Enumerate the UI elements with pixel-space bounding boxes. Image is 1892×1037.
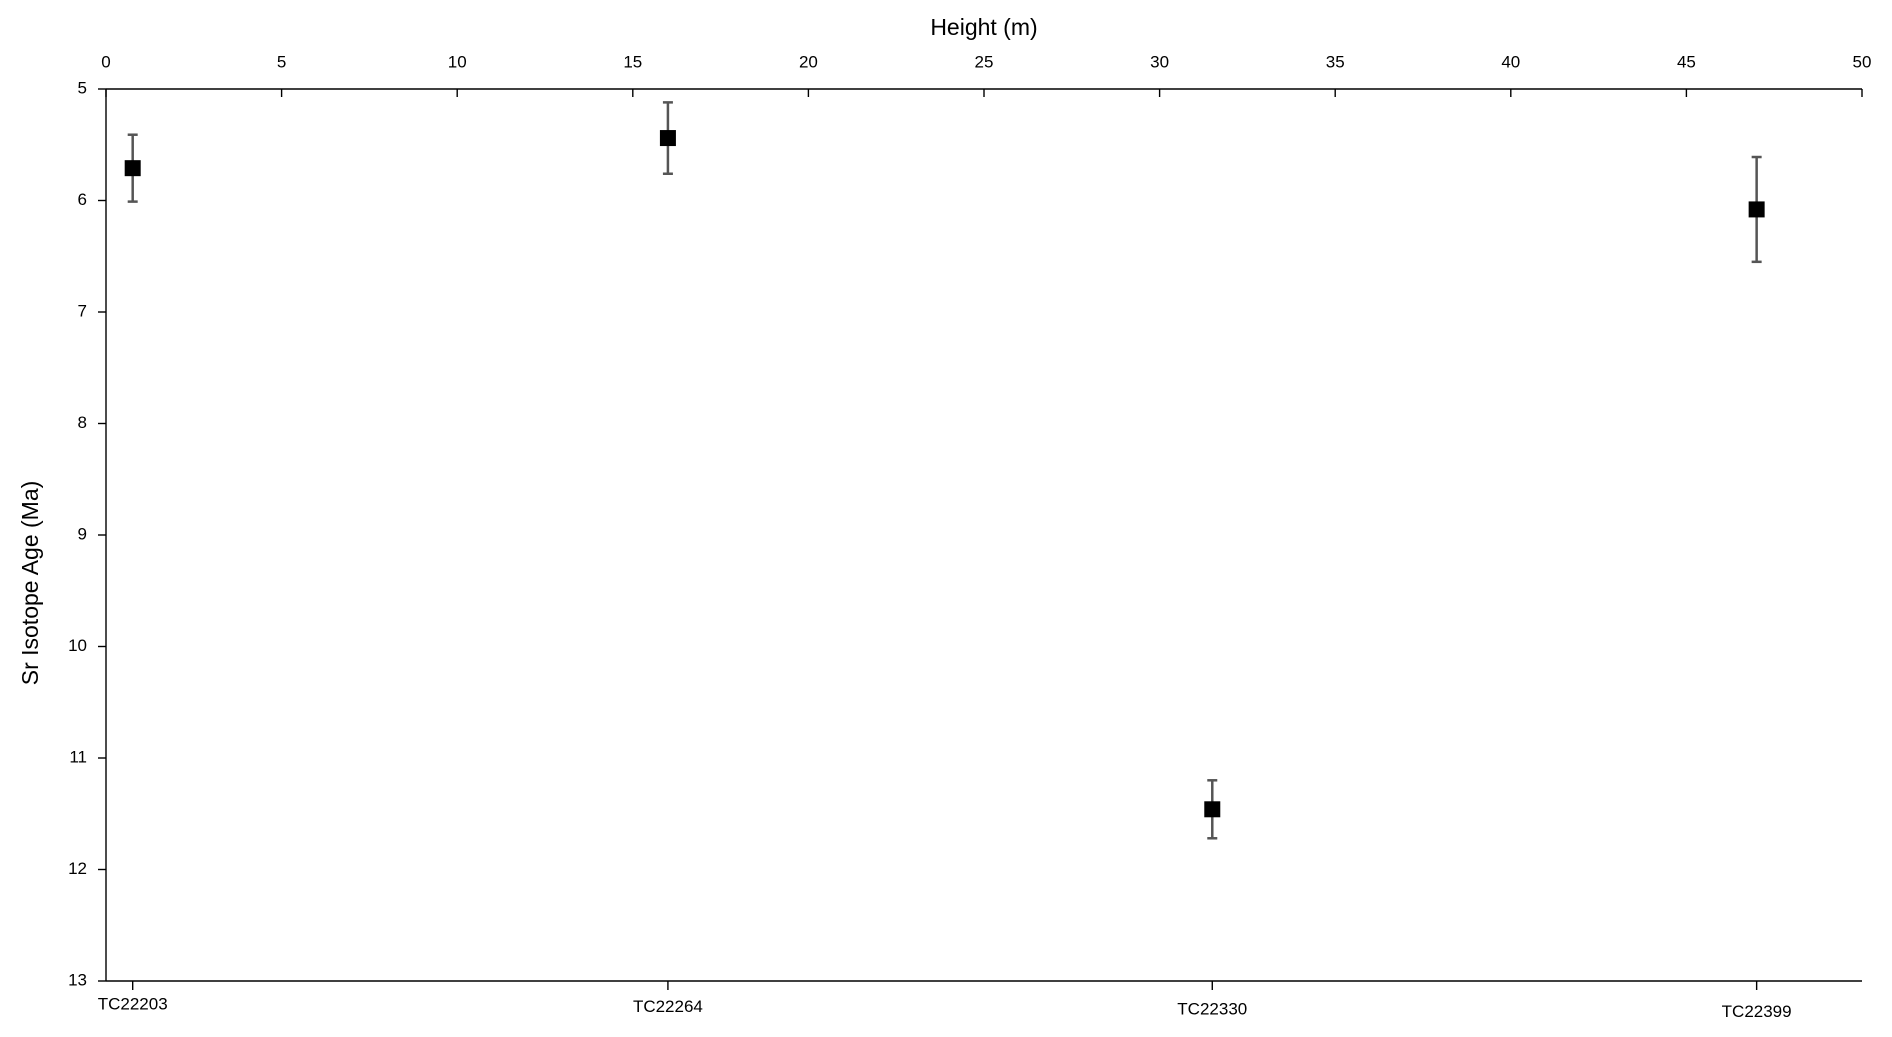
x-tick-label: 20: [799, 52, 818, 71]
y-tick-label: 5: [78, 78, 87, 97]
sample-label: TC22264: [633, 997, 703, 1016]
y-tick-label: 7: [78, 301, 87, 320]
point: [124, 160, 141, 177]
sample-label: TC22203: [98, 994, 168, 1013]
y-tick-label: 8: [78, 413, 87, 432]
x-tick-label: 25: [975, 52, 994, 71]
point: [1748, 201, 1765, 218]
point: [1204, 801, 1221, 818]
sample-label: TC22399: [1722, 1002, 1792, 1021]
y-tick-label: 6: [78, 190, 87, 209]
y-tick-label: 9: [78, 524, 87, 543]
x-tick-label: 50: [1853, 52, 1872, 71]
sample-label: TC22330: [1177, 999, 1247, 1018]
y-tick-label: 13: [68, 970, 87, 989]
y-tick-label: 11: [69, 747, 87, 766]
x-tick-label: 30: [1150, 52, 1169, 71]
x-tick-label: 0: [101, 52, 110, 71]
y-axis-title: Sr Isotope Age (Ma): [17, 481, 43, 686]
y-tick-label: 12: [68, 859, 87, 878]
x-axis-title: Height (m): [930, 14, 1037, 40]
x-tick-label: 40: [1501, 52, 1520, 71]
point: [659, 130, 676, 147]
x-tick-label: 5: [277, 52, 286, 71]
x-tick-label: 45: [1677, 52, 1696, 71]
x-tick-label: 10: [448, 52, 467, 71]
x-tick-label: 15: [623, 52, 642, 71]
x-tick-label: 35: [1326, 52, 1345, 71]
y-tick-label: 10: [68, 636, 87, 655]
